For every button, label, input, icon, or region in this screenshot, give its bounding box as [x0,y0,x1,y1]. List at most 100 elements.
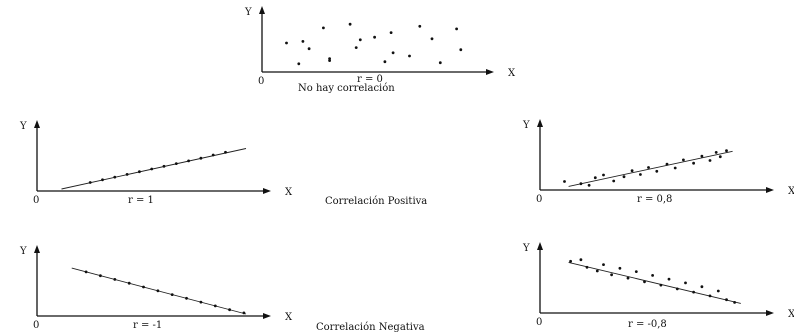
x-axis-label: X [788,309,794,320]
data-point [383,60,387,64]
x-axis-arrow [766,187,774,193]
data-point [708,294,712,298]
data-point [667,277,671,281]
data-point [610,273,613,277]
data-point [684,281,687,285]
r-value-label: r = 1 [128,195,154,206]
data-point [602,263,605,266]
x-axis-arrow [766,310,774,316]
data-point [199,300,203,304]
data-point [88,181,92,184]
data-point [569,259,572,263]
data-point [301,40,305,43]
data-point [639,173,642,176]
data-point [626,276,630,280]
data-point [354,46,358,49]
data-point [127,281,131,285]
data-point [297,62,301,66]
data-point [328,59,331,62]
data-point [708,159,712,162]
data-point [673,166,677,170]
data-point [593,176,597,180]
data-point [307,47,311,51]
data-point [700,154,704,158]
data-point [622,175,626,179]
origin-label: 0 [536,194,542,205]
data-point [659,283,663,287]
y-axis-arrow [259,6,265,14]
caption-positive: Correlación Positiva [325,196,427,207]
y-axis-arrow [34,245,40,253]
data-point [389,31,393,34]
data-point [579,258,583,262]
panel-caption: No hay correlación [298,83,395,94]
x-axis-label: X [508,68,516,79]
data-point [665,162,669,166]
data-point [125,173,129,176]
data-point [634,270,638,273]
data-point [84,270,88,274]
scatter-panel-neg08: Y X 0 r = -0,8 [522,242,794,330]
data-point [113,175,117,179]
data-point [675,287,679,291]
data-point [348,22,352,26]
data-point [228,308,232,312]
origin-label: 0 [258,76,264,87]
y-axis-label: Y [522,120,530,131]
r-value-label: r = 0 [357,74,383,85]
x-axis-label: X [285,187,293,198]
caption-negative: Correlación Negativa [316,322,425,333]
data-point [170,293,174,296]
data-point [142,285,145,289]
data-point [113,278,117,281]
data-point [373,35,376,39]
scatter-panel-pos08: Y X 0 r = 0,8 [522,119,794,205]
data-point [725,298,728,302]
data-point [211,153,215,157]
y-axis-label: Y [19,246,27,257]
data-point [322,26,325,30]
data-point [595,269,599,273]
data-point [101,178,104,182]
data-point [358,38,362,42]
data-point [692,161,695,165]
data-point [185,296,188,300]
data-point [612,179,616,183]
data-point [725,149,728,153]
y-axis-arrow [537,119,543,127]
regression-line [568,261,741,304]
data-point [187,159,191,163]
r-value-label: r = 0,8 [637,194,672,205]
y-axis-arrow [537,242,543,250]
data-point [602,173,605,177]
data-point [459,48,463,52]
scatter-panel-pos1: Y X 0 r = 1 [19,120,293,206]
r-value-label: r = -1 [133,320,162,331]
data-point [391,51,395,55]
data-point [408,54,411,58]
scatter-panel-none: Y X 0 r = 0No hay correlación [244,6,516,94]
y-axis-label: Y [244,7,252,18]
data-point [438,61,442,65]
data-point [455,27,458,31]
data-point [418,24,422,28]
data-point [563,180,566,183]
data-point [285,41,288,45]
data-point [138,170,141,174]
data-point [328,57,331,60]
x-axis-arrow [263,188,271,194]
data-point [242,311,246,315]
data-point [655,169,659,173]
data-point [700,285,704,289]
scatter-panel-neg1: Y X 0 r = -1 [19,245,293,331]
data-point [618,266,622,270]
data-point [162,164,166,168]
data-point [150,167,154,171]
data-point [156,289,160,293]
data-point [430,37,434,41]
data-point [587,183,591,187]
regression-line [568,150,733,187]
data-point [585,265,589,269]
data-point [692,290,695,294]
